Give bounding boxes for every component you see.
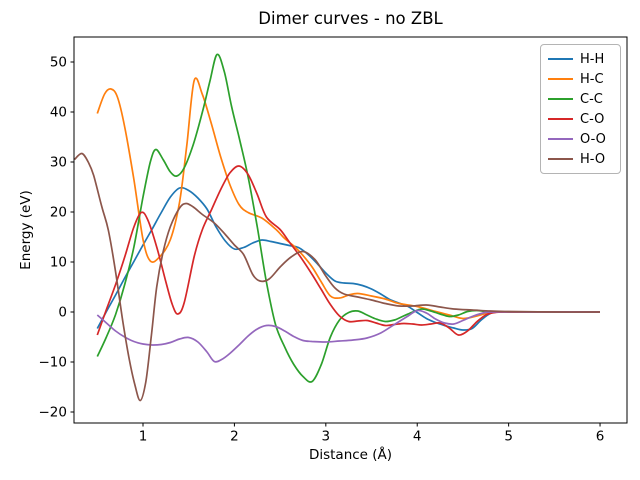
axes-frame bbox=[73, 36, 628, 424]
y-tick-label: −10 bbox=[39, 355, 68, 371]
legend-line-sample bbox=[548, 118, 573, 120]
series-line-H-O bbox=[74, 152, 601, 402]
chart-title: Dimer curves - no ZBL bbox=[258, 9, 443, 28]
x-axis-ticks: 1 2 3 4 5 6 bbox=[139, 423, 605, 445]
x-tick-label: 4 bbox=[413, 429, 422, 445]
legend-line-sample bbox=[548, 138, 573, 140]
y-tick-label: −20 bbox=[39, 405, 68, 421]
legend-line-sample bbox=[548, 158, 573, 160]
x-tick-label: 2 bbox=[230, 429, 239, 445]
legend-label: H-C bbox=[580, 71, 604, 87]
legend-line-sample bbox=[548, 58, 573, 60]
x-tick-label: 3 bbox=[322, 429, 331, 445]
series-line-O-O bbox=[96, 309, 600, 363]
legend-label: C-C bbox=[580, 91, 603, 107]
legend-label: H-H bbox=[580, 51, 605, 67]
legend-entry-H-H: H-H bbox=[548, 53, 613, 66]
series-line-C-O bbox=[96, 165, 600, 336]
legend-label: H-O bbox=[580, 151, 606, 167]
legend-line-sample bbox=[548, 98, 573, 100]
legend-line-sample bbox=[548, 78, 573, 80]
y-axis-ticks: −20 −10 0 10 20 30 40 50 bbox=[39, 55, 74, 421]
y-tick-label: 20 bbox=[50, 205, 67, 221]
legend-label: C-O bbox=[580, 111, 605, 127]
x-tick-label: 5 bbox=[504, 429, 513, 445]
series-line-H-C bbox=[96, 77, 600, 320]
legend-entry-C-C: C-C bbox=[548, 93, 613, 106]
legend-entry-C-O: C-O bbox=[548, 113, 613, 126]
y-axis-label: Energy (eV) bbox=[18, 190, 34, 270]
x-tick-label: 6 bbox=[596, 429, 605, 445]
y-tick-label: 30 bbox=[50, 155, 67, 171]
y-tick-label: 50 bbox=[50, 55, 67, 71]
y-tick-label: 0 bbox=[58, 305, 67, 321]
legend-entry-H-C: H-C bbox=[548, 73, 613, 86]
x-axis-label: Distance (Å) bbox=[308, 447, 393, 463]
series-line-H-H bbox=[96, 186, 600, 331]
y-tick-label: 40 bbox=[50, 105, 67, 121]
x-tick-label: 1 bbox=[139, 429, 148, 445]
legend-label: O-O bbox=[580, 131, 606, 147]
plot-lines bbox=[74, 53, 601, 402]
legend-entry-O-O: O-O bbox=[548, 133, 613, 146]
series-line-C-C bbox=[96, 53, 600, 383]
legend-entry-H-O: H-O bbox=[548, 153, 613, 166]
legend-box: H-H H-C C-C C-O O-O H-O bbox=[540, 44, 621, 174]
y-tick-label: 10 bbox=[50, 255, 67, 271]
